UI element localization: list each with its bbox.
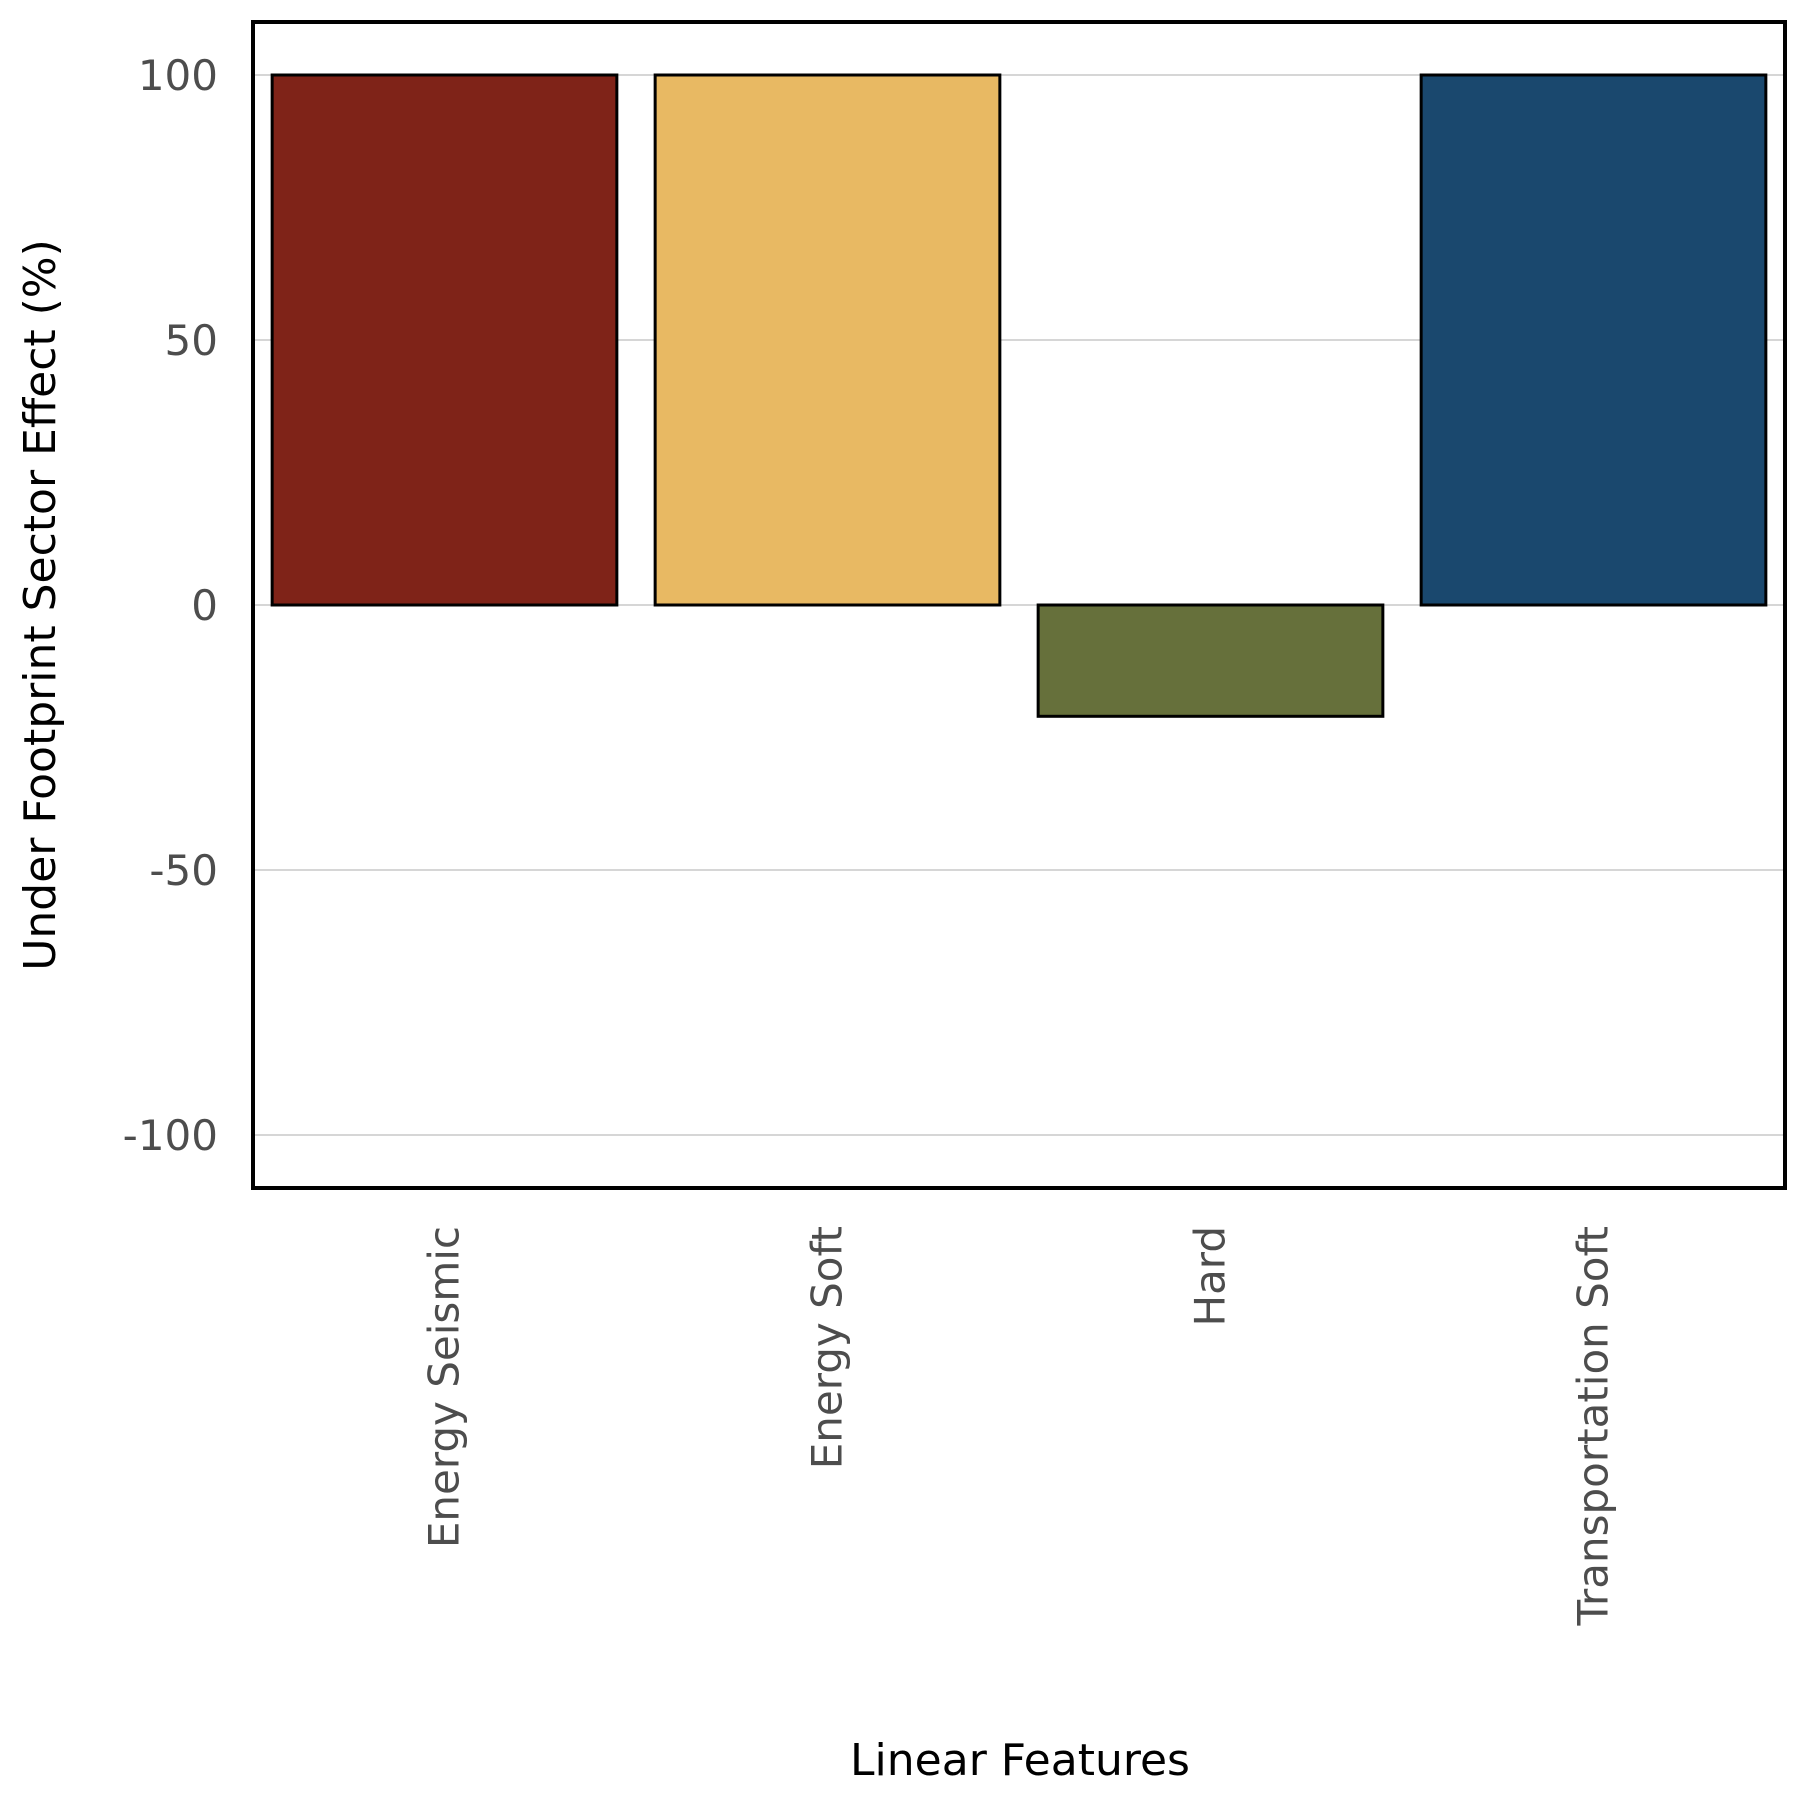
y-tick-label: 100 [138, 51, 218, 100]
y-tick-labels: 100 50 0 -50 -100 [123, 51, 218, 1160]
plot-frame [251, 20, 1787, 1190]
bar [653, 73, 1002, 607]
y-tick-label: -50 [149, 846, 218, 895]
x-tick-label: Transportation Soft [1569, 1226, 1618, 1627]
x-tick-label: Hard [1186, 1226, 1235, 1327]
bar [1036, 603, 1385, 718]
bars [270, 73, 1768, 718]
y-tick-label: 50 [165, 316, 218, 365]
x-axis-title: Linear Features [850, 1735, 1190, 1786]
bar [270, 73, 619, 607]
x-tick-label: Energy Soft [803, 1226, 852, 1469]
y-tick-label: -100 [123, 1111, 218, 1160]
y-tick-label: 0 [191, 581, 218, 630]
bar [1419, 73, 1768, 607]
y-axis-title: Under Footprint Sector Effect (%) [15, 239, 66, 971]
x-tick-label: Energy Seismic [420, 1226, 469, 1548]
x-tick-labels: Energy Seismic Energy Soft Hard Transportat… [420, 1226, 1618, 1627]
